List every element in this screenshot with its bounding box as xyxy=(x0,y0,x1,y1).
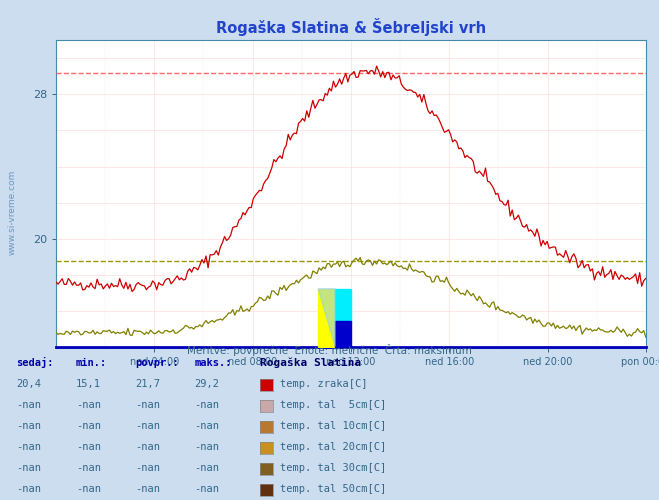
Bar xyxy=(318,288,335,346)
Text: Meritve: povprečne  Enote: metrične  Črta: maksimum: Meritve: povprečne Enote: metrične Črta:… xyxy=(187,344,472,356)
Text: min.:: min.: xyxy=(76,358,107,368)
Text: 29,2: 29,2 xyxy=(194,379,219,389)
Text: sedaj:: sedaj: xyxy=(16,357,54,368)
Text: -nan: -nan xyxy=(135,463,160,473)
Text: temp. tal 30cm[C]: temp. tal 30cm[C] xyxy=(280,463,386,473)
Text: temp. tal 50cm[C]: temp. tal 50cm[C] xyxy=(280,484,386,494)
Text: -nan: -nan xyxy=(194,463,219,473)
Text: -nan: -nan xyxy=(76,421,101,431)
Polygon shape xyxy=(318,288,335,346)
Text: -nan: -nan xyxy=(135,400,160,410)
Text: -nan: -nan xyxy=(76,400,101,410)
Text: -nan: -nan xyxy=(16,400,42,410)
Text: -nan: -nan xyxy=(76,463,101,473)
Text: -nan: -nan xyxy=(16,484,42,494)
Text: 21,7: 21,7 xyxy=(135,379,160,389)
Text: -nan: -nan xyxy=(194,484,219,494)
Text: Rogaška Slatina: Rogaška Slatina xyxy=(260,358,362,368)
Bar xyxy=(335,320,351,346)
Text: -nan: -nan xyxy=(16,442,42,452)
Text: -nan: -nan xyxy=(76,442,101,452)
Text: temp. tal 20cm[C]: temp. tal 20cm[C] xyxy=(280,442,386,452)
Text: temp. tal 10cm[C]: temp. tal 10cm[C] xyxy=(280,421,386,431)
Text: -nan: -nan xyxy=(194,421,219,431)
Title: Rogaška Slatina & Šebreljski vrh: Rogaška Slatina & Šebreljski vrh xyxy=(216,18,486,36)
Text: -nan: -nan xyxy=(135,442,160,452)
Text: -nan: -nan xyxy=(16,463,42,473)
Text: temp. zraka[C]: temp. zraka[C] xyxy=(280,379,368,389)
Text: 15,1: 15,1 xyxy=(76,379,101,389)
Bar xyxy=(335,288,351,320)
Text: maks.:: maks.: xyxy=(194,358,232,368)
Text: -nan: -nan xyxy=(194,442,219,452)
Text: povpr.:: povpr.: xyxy=(135,358,179,368)
Text: -nan: -nan xyxy=(76,484,101,494)
Text: -nan: -nan xyxy=(135,484,160,494)
Text: -nan: -nan xyxy=(135,421,160,431)
Text: 20,4: 20,4 xyxy=(16,379,42,389)
Text: -nan: -nan xyxy=(194,400,219,410)
Text: www.si-vreme.com: www.si-vreme.com xyxy=(8,170,17,255)
Text: -nan: -nan xyxy=(16,421,42,431)
Text: temp. tal  5cm[C]: temp. tal 5cm[C] xyxy=(280,400,386,410)
